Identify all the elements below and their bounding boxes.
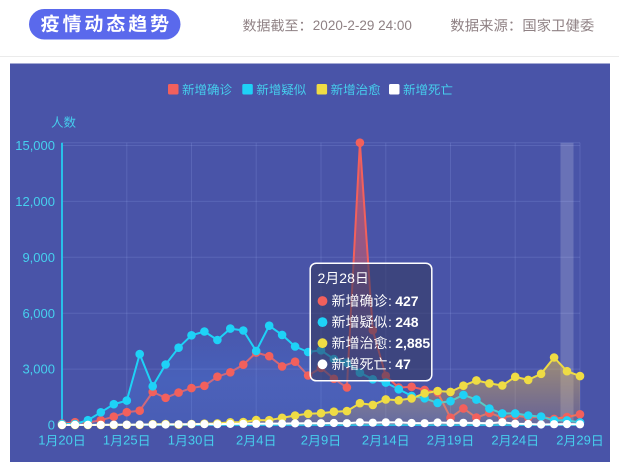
svg-text:1: 1 bbox=[168, 432, 175, 447]
svg-text:3,000: 3,000 bbox=[22, 362, 55, 377]
svg-text:2020-2-29 24:00: 2020-2-29 24:00 bbox=[313, 18, 412, 33]
svg-text:30: 30 bbox=[188, 432, 202, 447]
svg-text:28: 28 bbox=[339, 270, 355, 286]
svg-text:9,000: 9,000 bbox=[22, 250, 55, 265]
svg-text:20: 20 bbox=[58, 432, 72, 447]
svg-text:2: 2 bbox=[491, 432, 498, 447]
svg-text:2: 2 bbox=[556, 432, 563, 447]
svg-text:12,000: 12,000 bbox=[15, 194, 55, 209]
svg-text::: : bbox=[388, 356, 392, 372]
svg-text::: : bbox=[388, 314, 392, 330]
svg-text:19: 19 bbox=[447, 432, 461, 447]
svg-text:4: 4 bbox=[256, 432, 263, 447]
svg-text:2: 2 bbox=[362, 432, 369, 447]
svg-text:14: 14 bbox=[382, 432, 396, 447]
svg-text:2: 2 bbox=[318, 270, 326, 286]
svg-text:2: 2 bbox=[427, 432, 434, 447]
svg-text:1: 1 bbox=[103, 432, 110, 447]
svg-text:2: 2 bbox=[236, 432, 243, 447]
svg-text:25: 25 bbox=[123, 432, 137, 447]
svg-text:29: 29 bbox=[576, 432, 590, 447]
svg-text::: : bbox=[388, 293, 392, 309]
svg-text:248: 248 bbox=[395, 314, 419, 330]
svg-text::: : bbox=[388, 335, 392, 351]
svg-text:427: 427 bbox=[395, 293, 419, 309]
svg-text:47: 47 bbox=[395, 356, 411, 372]
svg-text:9: 9 bbox=[321, 432, 328, 447]
svg-text:6,000: 6,000 bbox=[22, 306, 55, 321]
svg-text:1: 1 bbox=[38, 432, 45, 447]
svg-text:2: 2 bbox=[301, 432, 308, 447]
svg-text:15,000: 15,000 bbox=[15, 138, 55, 153]
svg-text:2,885: 2,885 bbox=[395, 335, 430, 351]
svg-text:24: 24 bbox=[512, 432, 526, 447]
svg-text:0: 0 bbox=[48, 418, 55, 433]
